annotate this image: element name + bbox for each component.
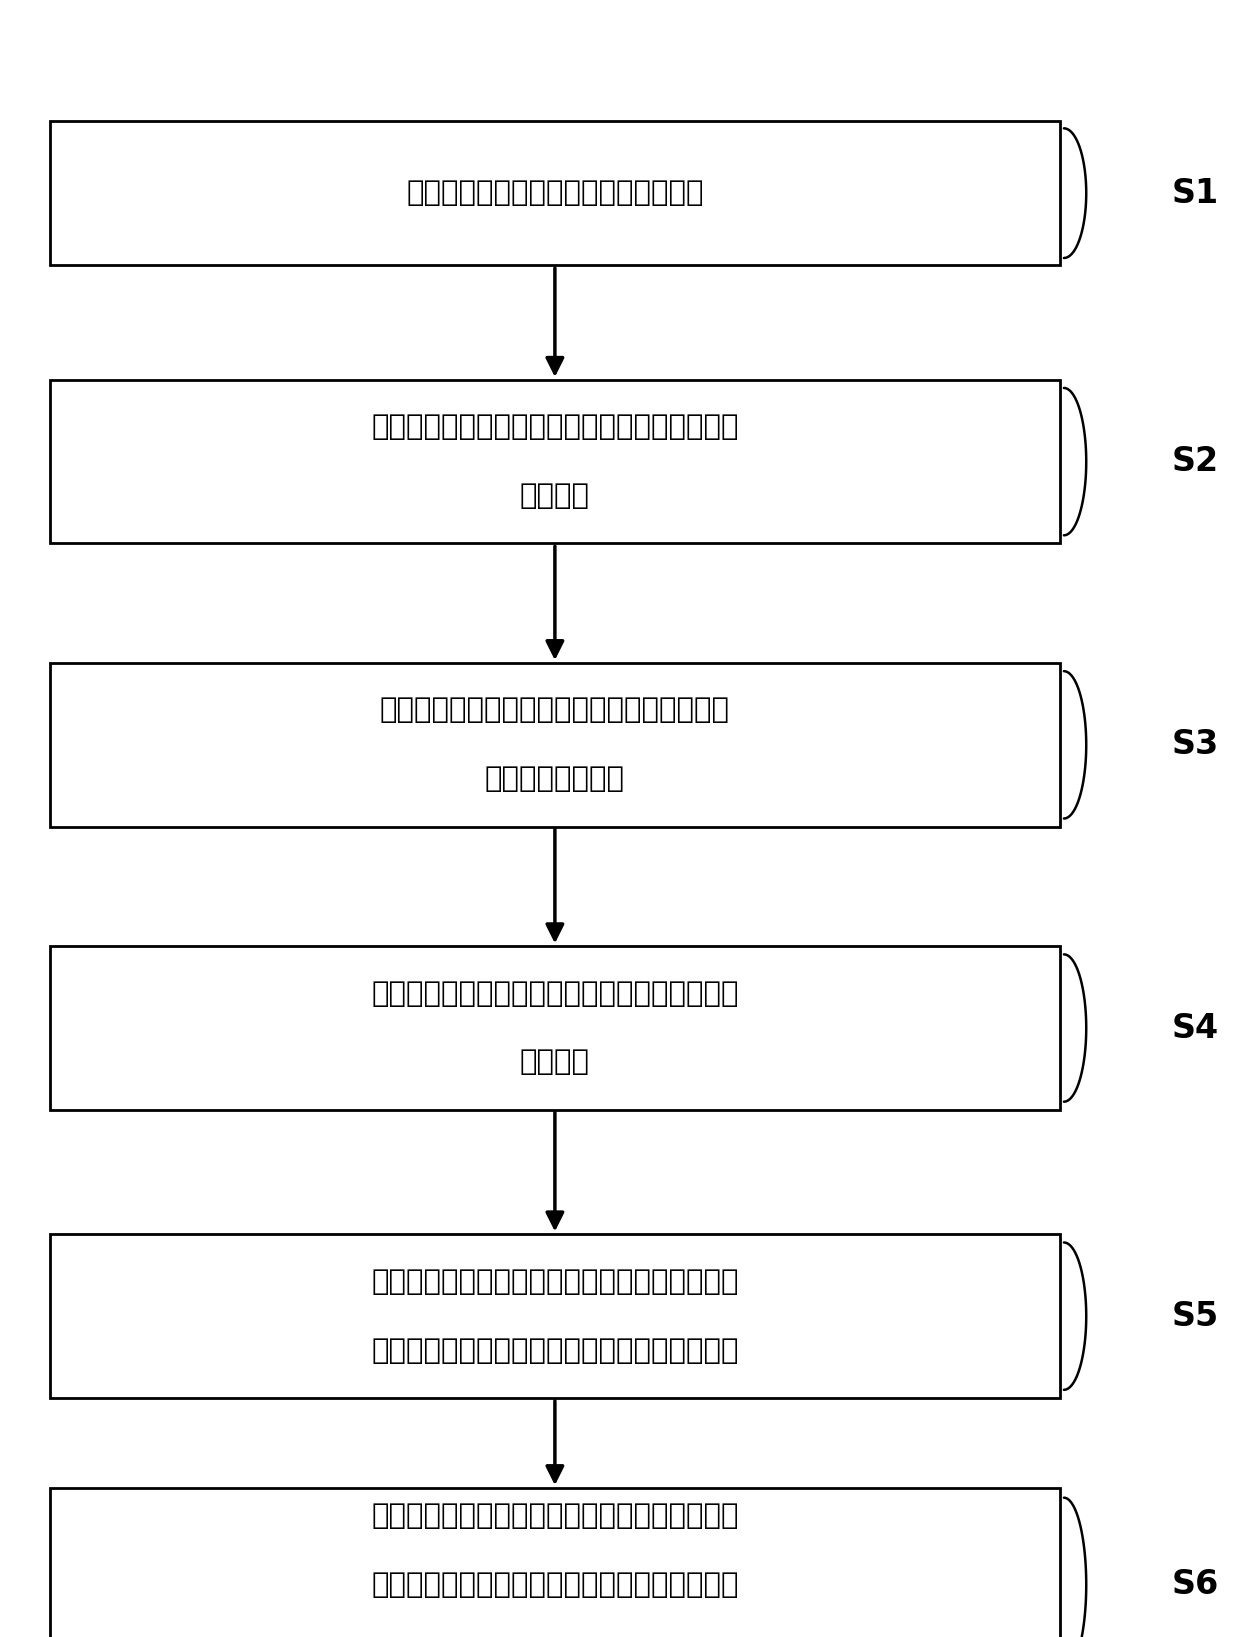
- Text: 初步模型: 初步模型: [520, 1048, 590, 1077]
- Text: 理，得到网格模型: 理，得到网格模型: [485, 764, 625, 794]
- Text: 对所述动态模型进行压力场分析和速度场分析，: 对所述动态模型进行压力场分析和速度场分析，: [371, 1501, 739, 1531]
- Text: S2: S2: [1172, 445, 1219, 478]
- Text: S1: S1: [1172, 177, 1219, 210]
- Text: S6: S6: [1172, 1568, 1219, 1601]
- Bar: [50, 946, 1060, 1110]
- Text: 对所述网格模型进行基础参数设置并仿真，得到: 对所述网格模型进行基础参数设置并仿真，得到: [371, 979, 739, 1008]
- Text: 将所述变矩器全流道几何模型进行网格划分处: 将所述变矩器全流道几何模型进行网格划分处: [379, 696, 730, 725]
- Text: 几何模型: 几何模型: [520, 481, 590, 511]
- Text: S3: S3: [1172, 728, 1219, 761]
- Bar: [50, 1234, 1060, 1398]
- Text: S5: S5: [1172, 1300, 1219, 1333]
- Bar: [50, 1488, 1060, 1637]
- Bar: [50, 380, 1060, 543]
- Text: 得到模拟数值，并通过所述模拟数值计算出模拟: 得到模拟数值，并通过所述模拟数值计算出模拟: [371, 1570, 739, 1599]
- Text: 制作液力变距器的工作叶轮的三维模型: 制作液力变距器的工作叶轮的三维模型: [407, 178, 703, 208]
- Text: S4: S4: [1172, 1012, 1219, 1044]
- Bar: [50, 121, 1060, 265]
- Text: 态参数与所述初步模型进行耦合，得到动态模型: 态参数与所述初步模型进行耦合，得到动态模型: [371, 1336, 739, 1365]
- Text: 对所述初步模型进行动态参数设置，并使所述动: 对所述初步模型进行动态参数设置，并使所述动: [371, 1267, 739, 1297]
- Bar: [50, 663, 1060, 827]
- Text: 根据所述工作叶轮的三维模型建立变矩器全流道: 根据所述工作叶轮的三维模型建立变矩器全流道: [371, 413, 739, 442]
